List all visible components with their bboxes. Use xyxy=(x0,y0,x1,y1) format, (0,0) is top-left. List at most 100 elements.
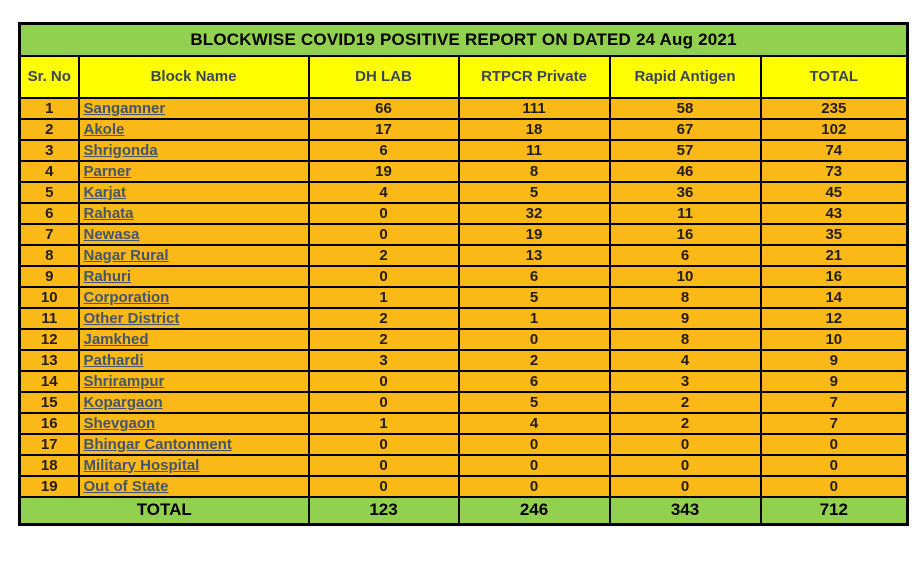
dh-lab-cell: 17 xyxy=(307,117,460,141)
dh-lab-cell: 1 xyxy=(307,285,460,309)
dh-lab-cell: 19 xyxy=(307,159,460,183)
total-cell: 73 xyxy=(759,159,909,183)
rtpcr-private-cell: 5 xyxy=(457,390,611,414)
total-cell: 45 xyxy=(759,180,909,204)
total-cell: 21 xyxy=(759,243,909,267)
rapid-antigen-cell: 9 xyxy=(608,306,762,330)
rapid-antigen-cell: 0 xyxy=(608,453,762,477)
rapid-antigen-cell: 58 xyxy=(608,96,762,120)
report-title: BLOCKWISE COVID19 POSITIVE REPORT ON DAT… xyxy=(18,22,909,57)
header-row: Sr. No Block Name DH LAB RTPCR Private R… xyxy=(18,54,909,99)
total-cell: 235 xyxy=(759,96,909,120)
rapid-antigen-cell: 16 xyxy=(608,222,762,246)
dh-lab-cell: 0 xyxy=(307,369,460,393)
total-cell: 9 xyxy=(759,348,909,372)
sr-cell: 1 xyxy=(18,96,80,120)
total-cell: 10 xyxy=(759,327,909,351)
sr-cell: 15 xyxy=(18,390,80,414)
sr-cell: 11 xyxy=(18,306,80,330)
block-name-cell: Military Hospital xyxy=(77,453,310,477)
table-row: 11 Other District 2 1 9 12 xyxy=(18,306,909,330)
total-cell: 12 xyxy=(759,306,909,330)
rtpcr-private-cell: 6 xyxy=(457,264,611,288)
table-row: 5 Karjat 4 5 36 45 xyxy=(18,180,909,204)
rtpcr-private-cell: 111 xyxy=(457,96,611,120)
table-row: 7 Newasa 0 19 16 35 xyxy=(18,222,909,246)
dh-lab-cell: 0 xyxy=(307,264,460,288)
sr-cell: 5 xyxy=(18,180,80,204)
table-row: 18 Military Hospital 0 0 0 0 xyxy=(18,453,909,477)
table-row: 6 Rahata 0 32 11 43 xyxy=(18,201,909,225)
rtpcr-private-cell: 0 xyxy=(457,432,611,456)
dh-lab-cell: 66 xyxy=(307,96,460,120)
rtpcr-private-cell: 11 xyxy=(457,138,611,162)
rapid-antigen-cell: 11 xyxy=(608,201,762,225)
block-name-cell: Out of State xyxy=(77,474,310,498)
rtpcr-private-cell: 6 xyxy=(457,369,611,393)
rapid-antigen-cell: 0 xyxy=(608,432,762,456)
rapid-antigen-cell: 36 xyxy=(608,180,762,204)
col-header-rtpcr-private: RTPCR Private xyxy=(457,54,611,99)
table-row: 17 Bhingar Cantonment 0 0 0 0 xyxy=(18,432,909,456)
dh-lab-cell: 0 xyxy=(307,474,460,498)
sr-cell: 18 xyxy=(18,453,80,477)
rtpcr-private-cell: 19 xyxy=(457,222,611,246)
sr-cell: 17 xyxy=(18,432,80,456)
table-row: 10 Corporation 1 5 8 14 xyxy=(18,285,909,309)
total-cell: 35 xyxy=(759,222,909,246)
sr-cell: 13 xyxy=(18,348,80,372)
col-header-total: TOTAL xyxy=(759,54,909,99)
rapid-antigen-cell: 2 xyxy=(608,390,762,414)
block-name-cell: Corporation xyxy=(77,285,310,309)
sr-cell: 8 xyxy=(18,243,80,267)
block-name-cell: Newasa xyxy=(77,222,310,246)
sr-cell: 6 xyxy=(18,201,80,225)
rtpcr-private-cell: 8 xyxy=(457,159,611,183)
col-header-sr-no: Sr. No xyxy=(18,54,80,99)
sr-cell: 12 xyxy=(18,327,80,351)
rapid-antigen-cell: 6 xyxy=(608,243,762,267)
block-name-cell: Akole xyxy=(77,117,310,141)
rtpcr-private-cell: 0 xyxy=(457,327,611,351)
rtpcr-private-cell: 4 xyxy=(457,411,611,435)
total-row-label: TOTAL xyxy=(18,495,310,526)
col-header-rapid-antigen: Rapid Antigen xyxy=(608,54,762,99)
table-body: 1 Sangamner 66 111 58 235 2 Akole 17 18 67 102 3 Shri… xyxy=(18,96,909,498)
rtpcr-private-cell: 18 xyxy=(457,117,611,141)
table-row: 14 Shrirampur 0 6 3 9 xyxy=(18,369,909,393)
rtpcr-private-cell: 5 xyxy=(457,285,611,309)
table-row: 4 Parner 19 8 46 73 xyxy=(18,159,909,183)
dh-lab-cell: 3 xyxy=(307,348,460,372)
block-name-cell: Shrigonda xyxy=(77,138,310,162)
sr-cell: 7 xyxy=(18,222,80,246)
table-row: 3 Shrigonda 6 11 57 74 xyxy=(18,138,909,162)
table-row: 1 Sangamner 66 111 58 235 xyxy=(18,96,909,120)
total-rapid-antigen-cell: 343 xyxy=(608,495,762,526)
dh-lab-cell: 2 xyxy=(307,327,460,351)
dh-lab-cell: 4 xyxy=(307,180,460,204)
rapid-antigen-cell: 10 xyxy=(608,264,762,288)
total-cell: 74 xyxy=(759,138,909,162)
block-name-cell: Karjat xyxy=(77,180,310,204)
block-name-cell: Bhingar Cantonment xyxy=(77,432,310,456)
rtpcr-private-cell: 5 xyxy=(457,180,611,204)
dh-lab-cell: 0 xyxy=(307,432,460,456)
rapid-antigen-cell: 67 xyxy=(608,117,762,141)
sr-cell: 9 xyxy=(18,264,80,288)
total-cell: 16 xyxy=(759,264,909,288)
rtpcr-private-cell: 13 xyxy=(457,243,611,267)
covid-report-table: BLOCKWISE COVID19 POSITIVE REPORT ON DAT… xyxy=(18,22,910,526)
sr-cell: 19 xyxy=(18,474,80,498)
table-row: 2 Akole 17 18 67 102 xyxy=(18,117,909,141)
block-name-cell: Shevgaon xyxy=(77,411,310,435)
total-cell: 102 xyxy=(759,117,909,141)
rapid-antigen-cell: 57 xyxy=(608,138,762,162)
col-header-block-name: Block Name xyxy=(77,54,310,99)
total-cell: 14 xyxy=(759,285,909,309)
sr-cell: 10 xyxy=(18,285,80,309)
table-row: 13 Pathardi 3 2 4 9 xyxy=(18,348,909,372)
dh-lab-cell: 0 xyxy=(307,390,460,414)
rtpcr-private-cell: 0 xyxy=(457,474,611,498)
block-name-cell: Parner xyxy=(77,159,310,183)
table-row: 15 Kopargaon 0 5 2 7 xyxy=(18,390,909,414)
